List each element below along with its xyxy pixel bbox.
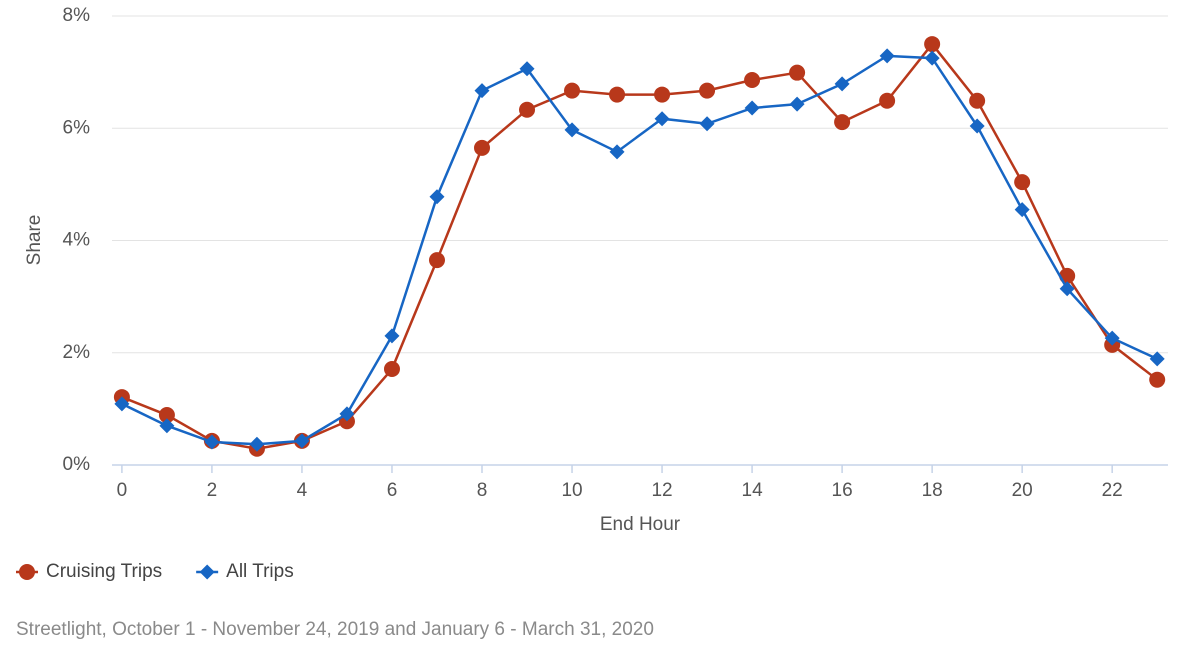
x-tick-label: 0 [117,480,128,501]
data-point [204,434,220,450]
data-point [834,114,851,131]
x-tick-label: 18 [922,480,943,501]
y-tick-label: 0% [63,454,91,475]
data-point [429,189,445,205]
x-tick-label: 8 [477,480,488,501]
data-point [159,418,175,434]
y-tick-label: 6% [63,117,91,138]
y-tick-label: 4% [63,230,91,251]
data-point [1014,202,1030,218]
x-tick-label: 14 [742,480,764,501]
data-point [924,50,940,66]
data-point [564,122,580,138]
series-line [121,42,1158,450]
data-point [654,111,670,127]
data-point [474,83,490,99]
data-point [519,101,536,118]
data-point [1104,330,1120,346]
data-point [564,82,581,99]
data-point [384,328,400,344]
data-point [789,64,806,81]
y-tick-label: 8% [63,5,91,26]
data-point [609,86,626,103]
x-tick-label: 20 [1012,480,1033,501]
x-axis-label: End Hour [600,514,681,535]
data-point [1014,174,1031,191]
data-point [744,100,760,116]
data-point [654,86,671,103]
data-point [1059,281,1075,297]
series-line [121,54,1158,446]
data-point [879,48,895,64]
data-point [969,118,985,134]
x-tick-label: 10 [561,480,582,501]
data-point [158,407,175,424]
data-point [114,396,130,412]
data-point [1149,371,1166,388]
x-tick-label: 22 [1102,480,1123,501]
x-tick-label: 16 [832,480,853,501]
data-point [294,433,310,449]
x-tick-label: 2 [207,480,218,501]
data-point [249,436,265,452]
data-point [924,36,941,53]
y-tick-label: 2% [63,342,91,363]
legend-label[interactable]: All Trips [226,561,294,582]
data-point [699,116,715,132]
y-axis-label: Share [24,215,45,266]
data-point [339,406,355,422]
legend-symbol [19,564,35,580]
data-point [879,92,896,109]
legend-symbol [199,564,215,580]
data-point [519,61,535,77]
data-point [474,139,491,156]
data-point [744,71,761,88]
data-point [789,96,805,112]
data-point [699,82,716,99]
data-point [428,252,445,269]
data-point [834,76,850,92]
data-point [1149,351,1165,367]
x-tick-label: 4 [297,480,308,501]
legend-label[interactable]: Cruising Trips [46,561,162,582]
x-tick-label: 12 [651,480,672,501]
source-note: Streetlight, October 1 - November 24, 20… [16,619,654,640]
data-point [609,144,625,160]
data-point [969,92,986,109]
data-point [383,361,400,378]
x-tick-label: 6 [387,480,398,501]
